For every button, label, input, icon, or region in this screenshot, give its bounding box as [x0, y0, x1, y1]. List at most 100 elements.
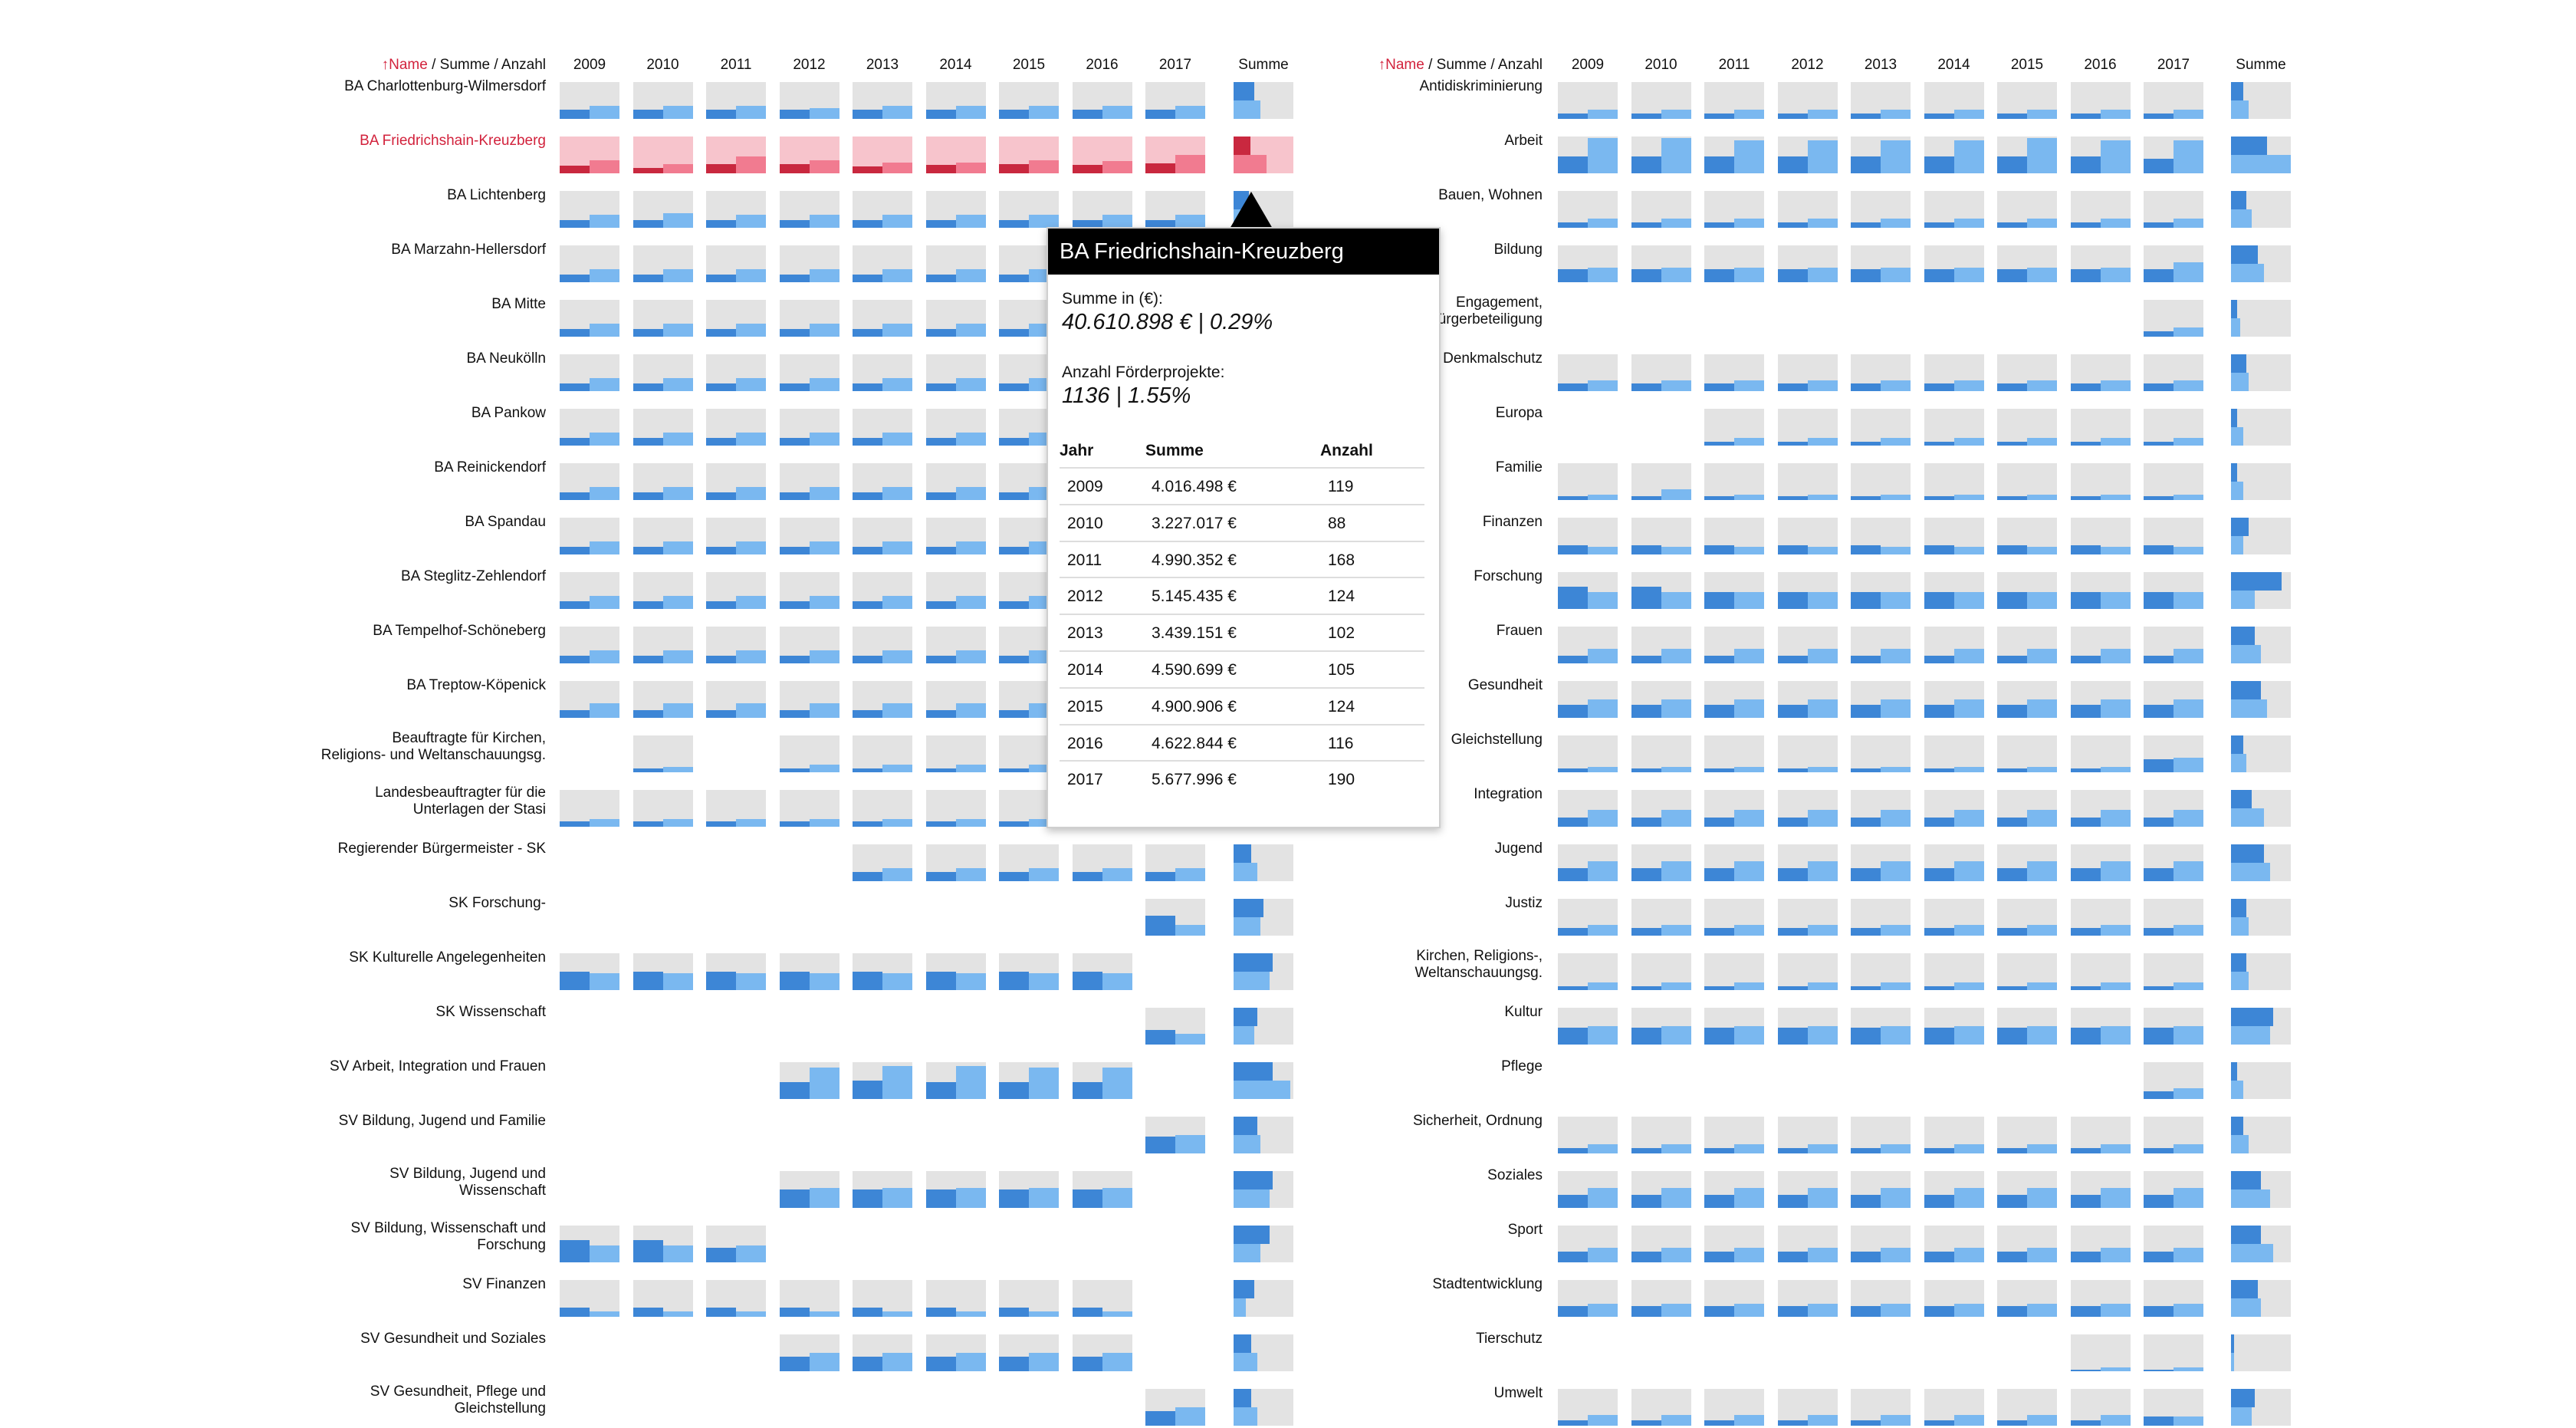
bar-cell[interactable] — [632, 1226, 693, 1262]
bar-cell[interactable] — [1777, 790, 1838, 827]
bar-cell[interactable] — [1704, 1008, 1764, 1045]
row-label[interactable]: BA Neukölln — [466, 350, 546, 367]
bar-cell[interactable] — [706, 191, 766, 228]
bar-cell[interactable] — [1704, 790, 1764, 827]
bar-cell[interactable] — [999, 82, 1059, 119]
bar-cell[interactable] — [1558, 899, 1618, 936]
bar-cell[interactable] — [1851, 844, 1911, 881]
bar-cell[interactable] — [1777, 354, 1838, 391]
row-label[interactable]: BA Reinickendorf — [434, 459, 546, 475]
bar-cell[interactable] — [560, 245, 619, 282]
total-cell[interactable] — [2231, 1226, 2291, 1262]
bar-cell[interactable] — [1851, 899, 1911, 936]
bar-cell[interactable] — [779, 953, 840, 990]
bar-cell[interactable] — [1997, 82, 2057, 119]
bar-cell[interactable] — [706, 627, 766, 663]
bar-cell[interactable] — [560, 627, 619, 663]
row-label[interactable]: Tierschutz — [1476, 1331, 1543, 1347]
bar-cell[interactable] — [2070, 1389, 2131, 1426]
bar-cell[interactable] — [925, 191, 986, 228]
row-label[interactable]: SV Finanzen — [462, 1276, 546, 1292]
total-cell[interactable] — [2231, 137, 2291, 173]
sort-name-link[interactable]: ↑ — [1378, 57, 1386, 73]
bar-cell[interactable] — [1704, 844, 1764, 881]
bar-cell[interactable] — [925, 1171, 986, 1208]
bar-cell[interactable] — [1924, 790, 1984, 827]
total-cell[interactable] — [2231, 1062, 2291, 1099]
row-label[interactable]: Arbeit — [1504, 133, 1543, 149]
bar-cell[interactable] — [2144, 409, 2203, 446]
bar-cell[interactable] — [2144, 191, 2203, 228]
bar-cell[interactable] — [853, 844, 912, 881]
bar-cell[interactable] — [1072, 137, 1132, 173]
bar-cell[interactable] — [779, 463, 840, 500]
bar-cell[interactable] — [1631, 1117, 1691, 1153]
bar-cell[interactable] — [560, 409, 619, 446]
bar-cell[interactable] — [560, 1226, 619, 1262]
total-cell[interactable] — [1234, 1389, 1293, 1426]
bar-cell[interactable] — [1997, 844, 2057, 881]
bar-cell[interactable] — [853, 409, 912, 446]
bar-cell[interactable] — [1704, 137, 1764, 173]
bar-cell[interactable] — [1997, 735, 2057, 772]
bar-cell[interactable] — [2144, 1117, 2203, 1153]
bar-cell[interactable] — [779, 681, 840, 718]
bar-cell[interactable] — [1997, 1171, 2057, 1208]
row-label[interactable]: SV Gesundheit und Soziales — [360, 1331, 546, 1347]
bar-cell[interactable] — [1997, 790, 2057, 827]
bar-cell[interactable] — [1851, 191, 1911, 228]
bar-cell[interactable] — [779, 82, 840, 119]
bar-cell[interactable] — [779, 627, 840, 663]
bar-cell[interactable] — [1072, 844, 1132, 881]
bar-cell[interactable] — [925, 1334, 986, 1371]
bar-cell[interactable] — [1924, 953, 1984, 990]
bar-cell[interactable] — [925, 300, 986, 337]
bar-cell[interactable] — [1072, 1334, 1132, 1371]
row-label[interactable]: Gesundheit — [1467, 677, 1543, 693]
bar-cell[interactable] — [1631, 844, 1691, 881]
bar-cell[interactable] — [706, 463, 766, 500]
row-label[interactable]: BA Lichtenberg — [447, 187, 546, 203]
sort-header[interactable]: ↑Name / Summe / Anzahl — [347, 57, 546, 74]
bar-cell[interactable] — [1145, 82, 1205, 119]
row-label[interactable]: Pflege — [1501, 1058, 1543, 1074]
total-cell[interactable] — [2231, 300, 2291, 337]
bar-cell[interactable] — [1777, 1280, 1838, 1317]
bar-cell[interactable] — [1704, 82, 1764, 119]
bar-cell[interactable] — [1558, 1389, 1618, 1426]
bar-cell[interactable] — [853, 354, 912, 391]
bar-cell[interactable] — [1997, 463, 2057, 500]
total-cell[interactable] — [2231, 1008, 2291, 1045]
bar-cell[interactable] — [2070, 191, 2131, 228]
bar-cell[interactable] — [779, 735, 840, 772]
bar-cell[interactable] — [1924, 354, 1984, 391]
bar-cell[interactable] — [2070, 409, 2131, 446]
total-cell[interactable] — [2231, 627, 2291, 663]
bar-cell[interactable] — [999, 953, 1059, 990]
bar-cell[interactable] — [1072, 953, 1132, 990]
bar-cell[interactable] — [2070, 681, 2131, 718]
row-label[interactable]: BA Marzahn-Hellersdorf — [391, 242, 546, 258]
row-label[interactable]: BA Pankow — [471, 405, 546, 421]
row-label[interactable]: Jugend — [1494, 841, 1543, 857]
bar-cell[interactable] — [632, 409, 693, 446]
row-label[interactable]: SV Arbeit, Integration und Frauen — [329, 1058, 546, 1074]
bar-cell[interactable] — [1851, 463, 1911, 500]
bar-cell[interactable] — [1704, 572, 1764, 609]
bar-cell[interactable] — [853, 191, 912, 228]
bar-cell[interactable] — [2070, 1334, 2131, 1371]
bar-cell[interactable] — [1851, 1117, 1911, 1153]
row-label[interactable]: SV Bildung, Jugend und Familie — [338, 1113, 546, 1129]
bar-cell[interactable] — [632, 137, 693, 173]
bar-cell[interactable] — [1558, 1171, 1618, 1208]
bar-cell[interactable] — [1704, 1117, 1764, 1153]
bar-cell[interactable] — [1631, 191, 1691, 228]
bar-cell[interactable] — [1997, 953, 2057, 990]
bar-cell[interactable] — [2144, 463, 2203, 500]
bar-cell[interactable] — [1851, 681, 1911, 718]
bar-cell[interactable] — [1924, 1280, 1984, 1317]
bar-cell[interactable] — [1997, 518, 2057, 554]
bar-cell[interactable] — [2144, 1226, 2203, 1262]
total-cell[interactable] — [1234, 1171, 1293, 1208]
row-label[interactable]: Frauen — [1496, 623, 1543, 639]
